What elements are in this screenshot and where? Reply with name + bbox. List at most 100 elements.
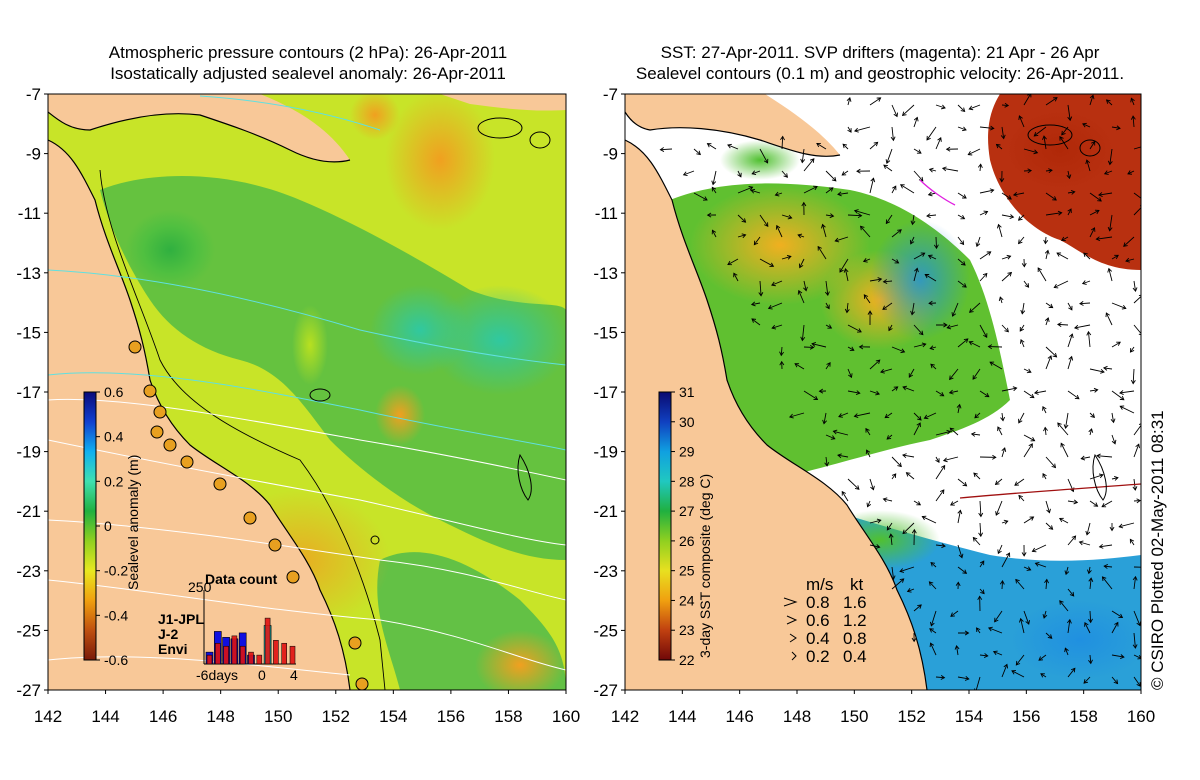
velocity-arrow: [1001, 104, 1009, 107]
velocity-arrow: [1087, 331, 1091, 348]
velocity-arrow-head: [1109, 526, 1115, 532]
velocity-arrow-head: [996, 223, 1002, 229]
velocity-arrow: [913, 117, 918, 128]
velocity-arrow: [949, 427, 959, 436]
velocity-arrow-head: [973, 472, 978, 478]
velocity-arrow-head: [980, 589, 985, 595]
velocity-arrow: [1001, 552, 1010, 568]
velocity-arrow-head: [786, 254, 792, 260]
velocity-arrow-head: [1052, 196, 1057, 201]
velocity-arrow-head: [926, 213, 931, 219]
velocity-arrow: [1043, 610, 1047, 619]
left-cb-ticks-label: -0.4: [104, 607, 128, 623]
velocity-arrow: [997, 426, 1003, 436]
velocity-arrow-head: [1125, 257, 1130, 263]
velocity-arrow: [994, 610, 1003, 623]
velocity-arrow: [1111, 390, 1125, 401]
velocity-arrow: [1067, 619, 1071, 634]
left-y-tick-label: -7: [26, 85, 41, 104]
velocity-arrow: [997, 544, 1003, 554]
velocity-arrow: [1057, 323, 1069, 326]
left-islands: [309, 117, 551, 545]
velocity-arrow: [1065, 412, 1069, 429]
left-y-tick-label: -17: [16, 383, 41, 402]
left-cb-ticks-label: 0.2: [104, 473, 124, 489]
velocity-arrow: [1089, 500, 1098, 507]
left-colorbar-gradient: [83, 391, 97, 661]
velocity-arrow-head: [946, 324, 952, 330]
velocity-arrow: [1089, 141, 1096, 150]
velocity-arrow: [929, 168, 937, 172]
sst-south-deepblue: [1010, 600, 1141, 680]
velocity-arrow: [1019, 324, 1025, 332]
velocity-arrow: [854, 210, 871, 216]
velocity-arrow: [825, 324, 832, 329]
velocity-arrow-head: [828, 187, 834, 192]
velocity-arrow: [1084, 622, 1091, 634]
right-x-tick-label: 148: [783, 707, 811, 726]
velocity-arrow-head: [1025, 620, 1030, 625]
velocity-arrow-head: [1057, 322, 1062, 328]
right-cb-ticks-label: 26: [679, 533, 695, 549]
velocity-arrow-head: [841, 171, 847, 176]
velocity-arrow-head: [890, 136, 896, 142]
velocity-arrow: [825, 434, 835, 440]
inset-bar-j2: [206, 654, 213, 665]
velocity-arrow: [759, 258, 774, 267]
velocity-arrow: [781, 214, 792, 219]
velocity-arrow: [1119, 522, 1135, 528]
velocity-arrow: [930, 346, 937, 349]
velocity-arrow-head: [1029, 393, 1035, 399]
velocity-arrow: [869, 97, 881, 106]
velocity-arrow: [1035, 562, 1047, 568]
drifter-magenta: [919, 179, 956, 206]
velocity-arrow-head: [1019, 326, 1025, 332]
velocity-arrow-head: [1017, 216, 1023, 221]
velocity-arrow: [1001, 126, 1005, 139]
velocity-arrow-head: [1003, 663, 1009, 669]
velocity-arrow-head: [1138, 294, 1141, 297]
velocity-arrow: [1033, 126, 1047, 137]
velocity-arrow-head: [1129, 538, 1135, 544]
velocity-arrow: [902, 454, 915, 458]
velocity-arrow: [979, 654, 988, 657]
velocity-arrow: [1111, 254, 1119, 260]
inset-bar-j2: [273, 640, 279, 665]
right-cb-ticks-label: 30: [679, 414, 695, 430]
velocity-arrow-head: [794, 363, 800, 368]
velocity-arrow: [935, 236, 937, 249]
velocity-arrow: [995, 478, 1003, 485]
tide-gauge-marker: [355, 677, 369, 690]
velocity-legend-header-kt: kt: [850, 575, 864, 594]
velocity-arrow: [846, 302, 849, 313]
velocity-arrow-head: [816, 142, 821, 148]
velocity-arrow: [891, 578, 905, 590]
left-cyan-contours: [48, 95, 566, 451]
velocity-arrow: [801, 148, 805, 163]
velocity-arrow-head: [875, 544, 881, 549]
velocity-arrow-head: [771, 324, 777, 330]
velocity-arrow-head: [960, 107, 966, 113]
right-cb-ticks-label: 25: [679, 563, 695, 579]
velocity-arrow: [1018, 115, 1025, 128]
right-title-line2: Sealevel contours (0.1 m) and geostrophi…: [635, 64, 1125, 83]
inset-legend-0: J1-JPL: [158, 611, 204, 627]
velocity-arrow: [911, 302, 915, 315]
velocity-arrow: [1129, 539, 1135, 546]
velocity-arrow-head: [1043, 426, 1048, 432]
velocity-arrow-head: [911, 637, 917, 643]
velocity-arrow-head: [1021, 552, 1027, 557]
velocity-arrow-head: [995, 143, 1001, 149]
velocity-arrow: [825, 170, 837, 182]
velocity-arrow: [825, 187, 834, 194]
credit-text: © CSIRO Plotted 02-May-2011 08:31: [1148, 410, 1167, 690]
velocity-arrow: [900, 184, 915, 194]
left-blob-e: [292, 305, 328, 385]
velocity-arrow: [973, 537, 981, 546]
velocity-arrow: [737, 234, 746, 238]
velocity-arrow: [1133, 146, 1141, 150]
velocity-arrow-head: [843, 268, 849, 273]
velocity-arrow-head: [873, 141, 879, 147]
velocity-arrow-head: [1070, 667, 1076, 673]
velocity-arrow-head: [1029, 516, 1035, 521]
